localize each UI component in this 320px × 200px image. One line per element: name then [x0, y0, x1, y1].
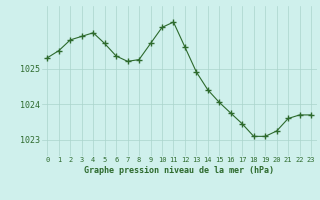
X-axis label: Graphe pression niveau de la mer (hPa): Graphe pression niveau de la mer (hPa) — [84, 166, 274, 175]
